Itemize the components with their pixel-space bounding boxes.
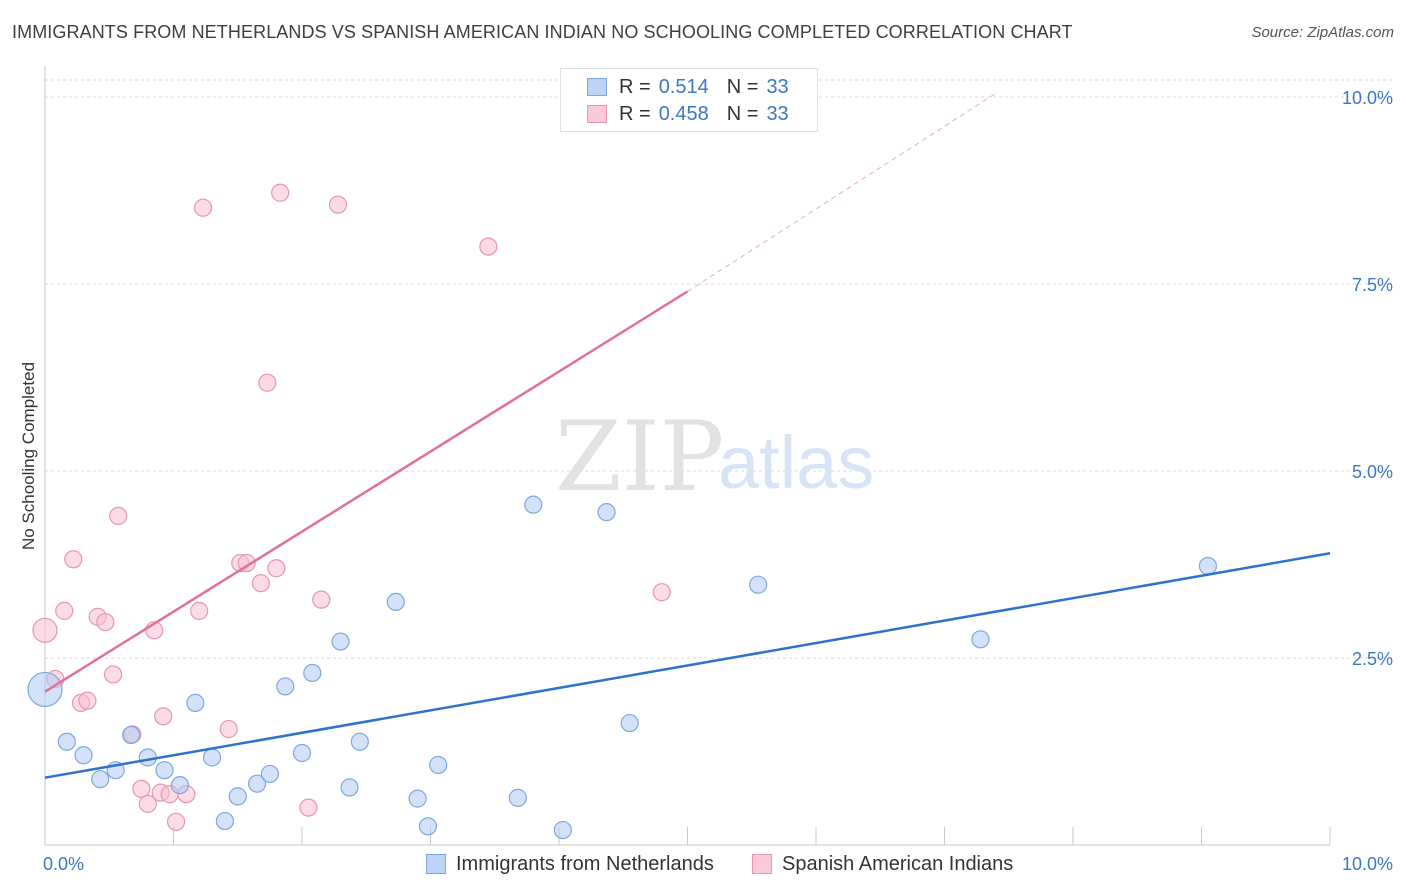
stats-row-netherlands: R = 0.514 N = 33 [561, 73, 789, 101]
spanish-american-indian-point [193, 198, 213, 217]
n-label: N = [726, 75, 759, 98]
netherlands-point [202, 748, 222, 767]
series-legend: Immigrants from Netherlands Spanish Amer… [0, 850, 1406, 878]
spanish-american-indian-point [251, 574, 270, 593]
spanish-american-indian-point [479, 237, 498, 256]
netherlands-point [57, 732, 76, 751]
netherlands-point [331, 632, 350, 651]
spanish-american-indian-point [64, 550, 83, 569]
netherlands-point [340, 778, 359, 797]
netherlands-point [429, 755, 448, 775]
spanish-american-indian-point [104, 665, 123, 684]
n-value: 33 [766, 102, 789, 125]
netherlands-point [350, 732, 369, 751]
tick-labels: 2.5% 5.0% 7.5% 10.0% 0.0% 10.0% [43, 88, 1393, 874]
spanish-american-indian-point [190, 601, 209, 620]
spanish-american-indian-point [219, 719, 238, 739]
netherlands-trend-line [44, 552, 1331, 779]
netherlands-point [553, 820, 572, 840]
spanish-american-indian-point [299, 798, 318, 817]
netherlands-point [749, 575, 768, 594]
netherlands-point [276, 677, 295, 696]
stats-legend: R = 0.514 N = 33 R = 0.458 N = 33 [560, 68, 818, 132]
netherlands-point [418, 817, 438, 836]
netherlands-point [620, 713, 639, 733]
netherlands-point [247, 774, 267, 793]
n-value: 33 [766, 75, 789, 98]
y-tick-label: 5.0% [1352, 462, 1393, 482]
netherlands-point [91, 770, 110, 789]
r-value: 0.514 [658, 75, 709, 98]
spanish-american-indian-point [267, 559, 286, 578]
netherlands-point [971, 630, 990, 649]
netherlands-point [215, 811, 234, 831]
spanish-american-indian-trend-extension [687, 92, 997, 292]
y-tick-label: 2.5% [1352, 649, 1393, 669]
spanish-american-indian-point [132, 779, 151, 799]
y-axis-label: No Schooling Completed [19, 362, 38, 550]
axes [44, 66, 1331, 846]
spanish-american-indian-point [312, 590, 331, 609]
r-label: R = [619, 102, 651, 125]
netherlands-point [508, 788, 527, 807]
spanish-american-indian-point [652, 583, 671, 602]
x-tick-label: 10.0% [1342, 854, 1393, 874]
n-label: N = [726, 102, 759, 125]
r-label: R = [619, 75, 651, 98]
trend-lines [44, 92, 1331, 779]
netherlands-point [74, 746, 93, 765]
spanish-american-indian-trend-line [44, 290, 689, 693]
spanish-american-indian-point [32, 617, 58, 643]
spanish-american-indian-point [55, 601, 74, 620]
netherlands-point [303, 663, 322, 683]
chart-title: IMMIGRANTS FROM NETHERLANDS VS SPANISH A… [12, 22, 1073, 42]
netherlands-point [170, 776, 190, 795]
spanish-american-indian-point [138, 794, 157, 813]
legend-item-netherlands: Immigrants from Netherlands [426, 850, 714, 878]
blue-swatch [426, 854, 446, 874]
spanish-american-indian-point [166, 812, 186, 831]
netherlands-point [386, 592, 405, 612]
x-tick-label: 0.0% [43, 854, 84, 874]
netherlands-point [228, 787, 247, 806]
legend-item-spanish-american-indians: Spanish American Indians [752, 850, 1013, 878]
pink-swatch [752, 854, 772, 874]
netherlands-point [292, 743, 312, 763]
netherlands-point [1198, 556, 1218, 576]
netherlands-point [121, 725, 141, 745]
spanish-american-indian-point [109, 506, 128, 525]
spanish-american-indian-point [258, 373, 277, 392]
netherlands-point [524, 495, 543, 514]
blue-swatch [587, 78, 607, 96]
netherlands-point [597, 503, 616, 522]
netherlands-point [186, 693, 205, 712]
spanish-american-indian-point [78, 691, 97, 710]
netherlands-point [260, 764, 279, 784]
netherlands-point [155, 761, 174, 780]
spanish-american-indian-point [154, 707, 173, 726]
spanish-american-indian-point [328, 195, 348, 214]
data-points [27, 183, 1218, 840]
netherlands-point [408, 789, 427, 808]
spanish-american-indian-point [271, 183, 290, 202]
watermark-atlas: atlas [718, 421, 874, 504]
pink-swatch [587, 105, 607, 123]
watermark-zip: ZIP [555, 401, 724, 513]
y-tick-label: 7.5% [1352, 275, 1393, 295]
spanish-american-indian-point [96, 612, 115, 632]
r-value: 0.458 [658, 102, 709, 125]
stats-row-spanish-american-indians: R = 0.458 N = 33 [561, 100, 789, 128]
legend-label: Spanish American Indians [782, 852, 1014, 875]
legend-label: Immigrants from Netherlands [456, 852, 714, 875]
source-label: Source: ZipAtlas.com [1251, 24, 1394, 41]
y-tick-label: 10.0% [1342, 88, 1393, 108]
watermark: ZIP atlas [555, 401, 874, 513]
netherlands-point [27, 671, 63, 708]
